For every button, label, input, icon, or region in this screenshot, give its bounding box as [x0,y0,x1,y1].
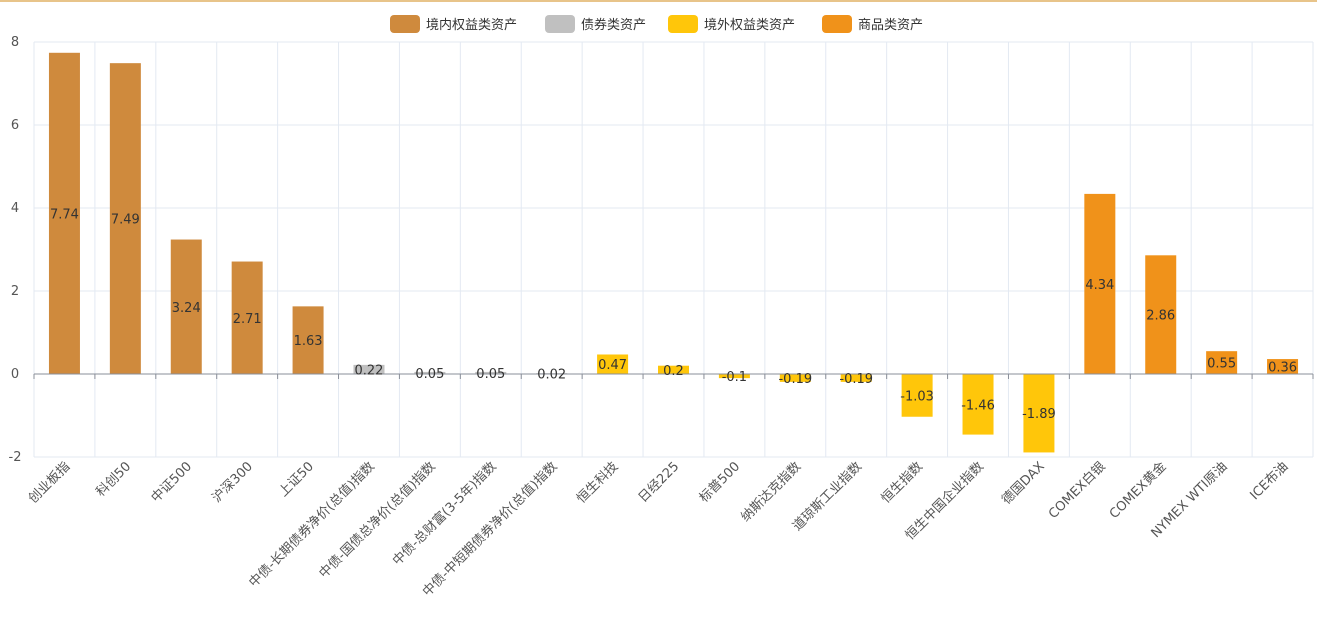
bar-20 [1206,351,1238,374]
bar-16 [962,374,994,435]
bar-2 [109,63,141,374]
x-tick-label: COMEX黄金 [1106,459,1169,522]
top-border-line [0,0,1317,2]
legend-label: 商品类资产 [858,18,923,33]
bar-14 [840,374,872,382]
y-tick-label: 2 [11,284,19,299]
data-label: 7.49 [111,213,140,228]
data-label: -1.46 [961,398,995,413]
bar-12 [718,374,750,379]
data-label: -0.19 [778,372,812,387]
legend-label: 境外权益类资产 [704,17,795,33]
bar-18 [1084,193,1116,374]
x-tick-label: ICE布油 [1247,459,1291,503]
x-tick-label: 恒生指数 [879,459,926,506]
y-tick-label: 8 [11,35,19,50]
data-label: 2.71 [233,312,262,327]
x-tick-label: COMEX白银 [1045,459,1108,522]
x-tick-label: 恒生科技 [574,459,621,506]
bar-8 [475,371,507,374]
data-label: 0.2 [663,364,684,379]
x-tick-label: 纳斯达克指数 [738,459,804,525]
bar-15 [901,374,933,417]
bar-17 [1023,374,1055,453]
y-tick-label: 4 [11,201,19,216]
bar-13 [779,374,811,382]
bar-1 [48,52,80,374]
x-tick-label: 上证50 [276,459,317,500]
data-label: 0.55 [1207,357,1236,372]
legend-label: 境内权益类资产 [426,17,517,33]
y-tick-label: 0 [11,367,19,382]
bar-11 [658,365,689,374]
bar-10 [597,354,629,374]
legend-label: 债券类资产 [581,17,646,33]
bar-19 [1145,255,1177,374]
x-tick-label: 中债-长期债券净价(总值)指数 [246,459,378,591]
x-tick-label: 中债-总财富(3-5年)指数 [389,459,499,569]
data-label: 0.47 [598,358,627,373]
x-tick-label: 德国DAX [999,459,1048,508]
data-label: 0.22 [354,363,383,378]
x-tick-label: 创业板指 [26,459,73,506]
legend-swatch [545,15,575,33]
data-label: 7.74 [50,207,79,222]
data-label: -0.19 [839,372,873,387]
data-label: -0.1 [722,370,747,385]
x-tick-label: 标普500 [697,459,744,506]
legend-swatch [390,15,420,33]
bar-7 [414,371,446,374]
bar-3 [170,239,202,374]
x-tick-label: 沪深300 [209,459,256,506]
data-label: -1.89 [1022,407,1056,422]
x-tick-label: 中证500 [149,459,196,506]
bar-6 [353,364,385,374]
data-label: 0.36 [1268,361,1297,376]
data-label: 0.02 [537,368,566,383]
y-tick-label: -2 [9,450,22,465]
data-label: 0.05 [476,367,505,382]
x-tick-label: 中债-中短期债券净价(总值)指数 [419,459,560,600]
data-label: 0.05 [415,367,444,382]
x-tick-label: 日经225 [636,459,683,506]
data-label: 3.24 [172,301,201,316]
bar-5 [292,306,324,374]
x-tick-label: 中债-国债总净价(总值)指数 [316,459,439,582]
x-tick-label: 科创50 [93,459,134,500]
bar-21 [1267,359,1299,374]
data-label: 1.63 [294,334,323,349]
data-label: -1.03 [900,389,934,404]
data-label: 4.34 [1085,278,1114,293]
bar-4 [231,261,263,374]
legend-swatch [668,15,698,33]
legend-swatch [822,15,852,33]
y-tick-label: 6 [11,118,19,133]
data-label: 2.86 [1146,309,1175,324]
